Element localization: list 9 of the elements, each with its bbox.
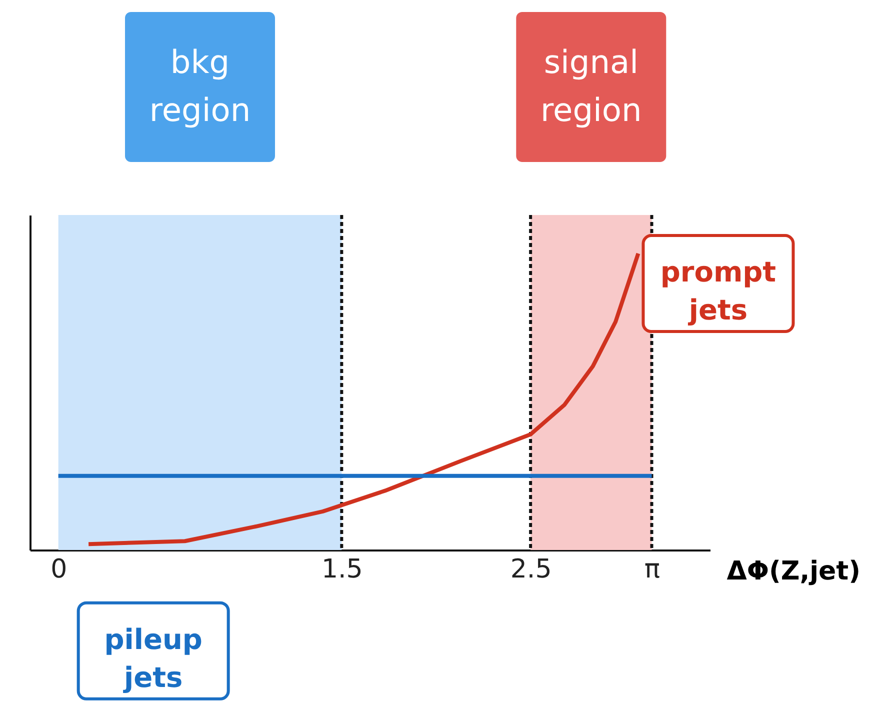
band-label: signal region [540,43,642,129]
series-label: prompt jets [660,256,776,327]
text: pileup jets [104,622,202,694]
x-axis-title: ΔΦ(Z,jet) [726,556,860,586]
x-tick-label: π [644,554,660,584]
x-tick-label: 2.5 [510,554,552,584]
x-tick-label: 0 [50,554,68,584]
band-label: bkg region [149,43,251,129]
x-tick-label: 1.5 [321,554,363,584]
